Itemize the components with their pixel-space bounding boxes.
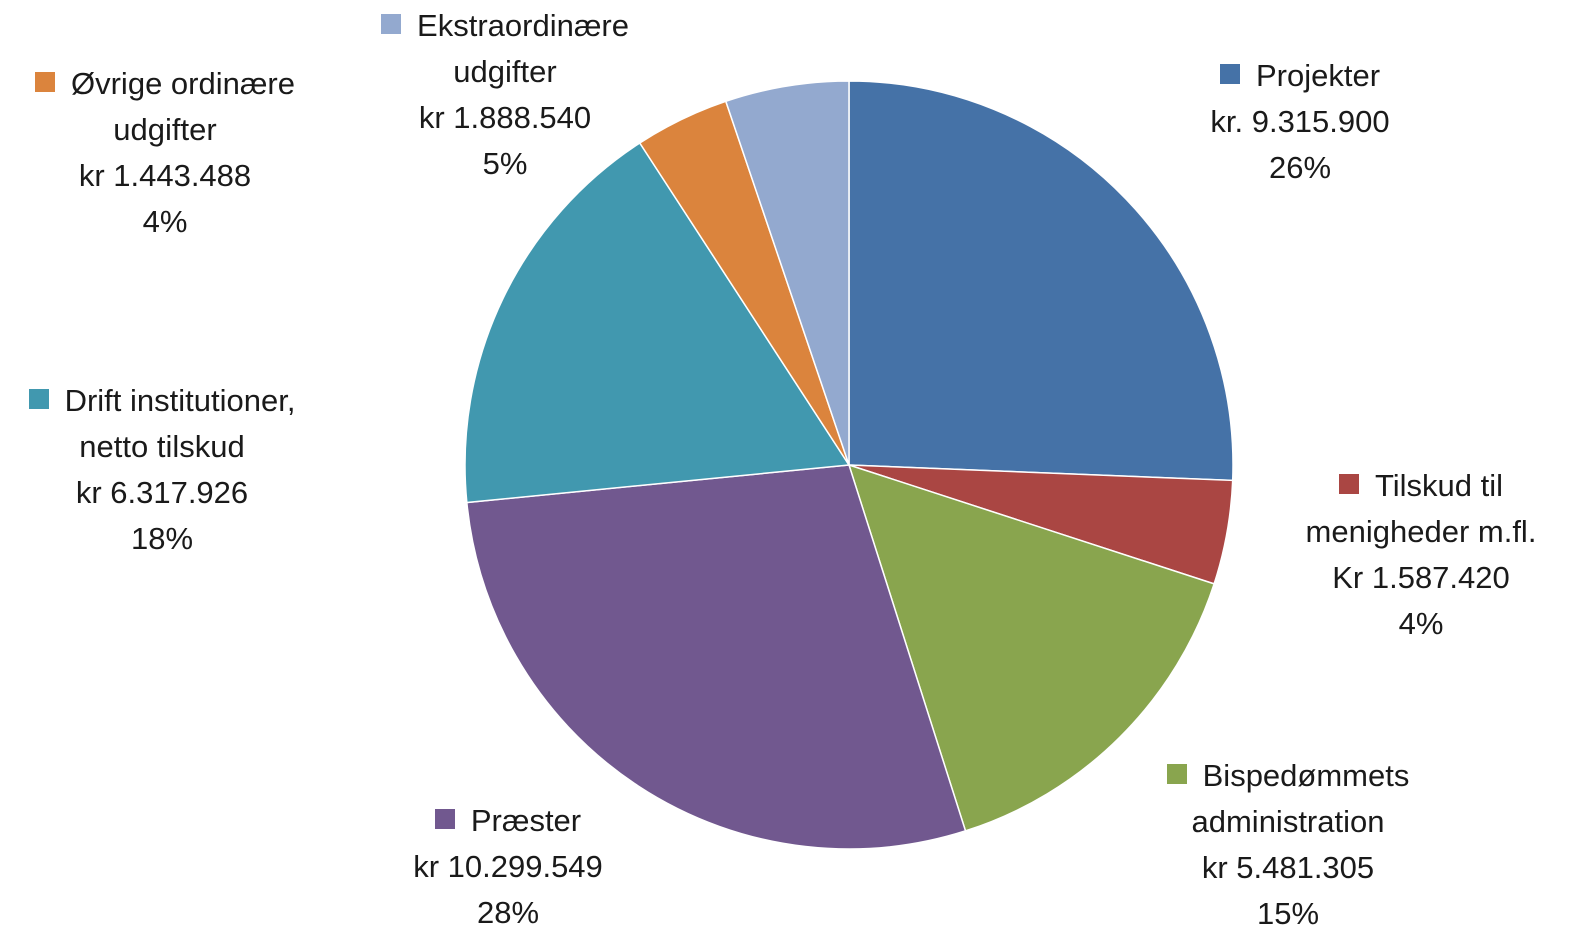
pie-slice-bispedommets	[847, 463, 1216, 832]
pie-slice-praester	[466, 464, 967, 850]
label-drift-percent: 18%	[130, 521, 194, 556]
label-ovrige-name-line1: Øvrige ordinære	[71, 66, 295, 101]
swatch-projekter	[1219, 64, 1240, 84]
swatch-drift	[28, 389, 49, 409]
swatch-ovrige	[35, 72, 55, 92]
label-ovrige-amount: kr 1.443.488	[78, 158, 252, 193]
label-ekstraordinaere-name-line2: udgifter	[453, 54, 557, 89]
label-tilskud: Tilskud til menigheder m.fl. Kr 1.587.42…	[1265, 463, 1577, 647]
label-praester-percent: 28%	[476, 895, 540, 930]
label-ovrige-percent: 4%	[142, 204, 188, 239]
label-ovrige: Øvrige ordinære udgifter kr 1.443.488 4%	[10, 61, 320, 245]
label-praester-amount: kr 10.299.549	[413, 849, 603, 884]
pie-slice-drift	[464, 141, 851, 504]
swatch-tilskud	[1338, 474, 1359, 494]
swatch-ekstraordinaere	[381, 14, 402, 34]
label-praester-name: Præster	[470, 803, 582, 838]
label-tilskud-amount: Kr 1.587.420	[1332, 560, 1510, 595]
label-drift-name-line1: Drift institutioner,	[64, 383, 296, 418]
label-tilskud-name-line1: Tilskud til	[1374, 468, 1504, 503]
label-ovrige-name-line2: udgifter	[113, 112, 217, 147]
label-ekstraordinaere-amount: kr 1.888.540	[418, 100, 592, 135]
label-projekter-percent: 26%	[1268, 150, 1332, 185]
pie-slice-projekter	[848, 80, 1234, 482]
label-drift: Drift institutioner, netto tilskud kr 6.…	[2, 378, 322, 562]
label-drift-amount: kr 6.317.926	[75, 475, 249, 510]
label-bispedommets-percent: 15%	[1256, 896, 1320, 931]
label-projekter-amount: kr. 9.315.900	[1210, 104, 1390, 139]
label-ekstraordinaere-percent: 5%	[482, 146, 528, 181]
label-tilskud-percent: 4%	[1398, 606, 1444, 641]
swatch-praester	[434, 809, 455, 829]
label-bispedommets-name-line1: Bispedømmets	[1202, 758, 1410, 793]
label-projekter-name: Projekter	[1255, 58, 1381, 93]
label-projekter: Projekter kr. 9.315.900 26%	[1150, 53, 1450, 191]
swatch-bispedommets	[1166, 764, 1187, 784]
label-ekstraordinaere-name-line1: Ekstraordinære	[417, 8, 629, 43]
label-tilskud-name-line2: menigheder m.fl.	[1305, 514, 1537, 549]
label-praester: Præster kr 10.299.549 28%	[358, 798, 658, 936]
label-bispedommets: Bispedømmets administration kr 5.481.305…	[1148, 753, 1428, 937]
label-bispedommets-amount: kr 5.481.305	[1201, 850, 1375, 885]
label-bispedommets-name-line2: administration	[1191, 804, 1385, 839]
label-drift-name-line2: netto tilskud	[79, 429, 245, 464]
pie-slice-ekstraordinaere	[724, 80, 850, 466]
label-ekstraordinaere: Ekstraordinære udgifter kr 1.888.540 5%	[355, 3, 655, 187]
